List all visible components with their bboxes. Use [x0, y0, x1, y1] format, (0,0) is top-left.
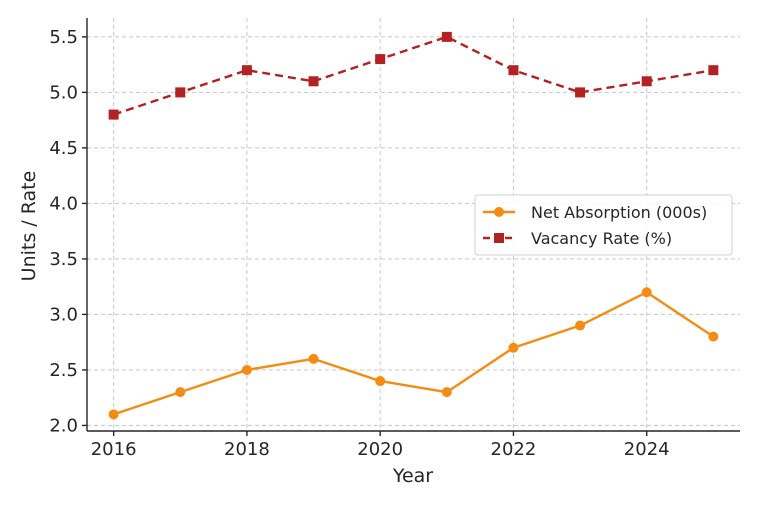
data-point: [708, 331, 719, 342]
legend: Net Absorption (000s) Vacancy Rate (%): [474, 194, 733, 256]
data-point: [241, 65, 252, 76]
axes: [86, 18, 740, 432]
data-point: [308, 76, 319, 87]
y-tick-label: 5.0: [49, 82, 78, 103]
data-point: [375, 54, 386, 65]
legend-item: Vacancy Rate (%): [483, 229, 672, 248]
x-tick-label: 2018: [224, 439, 270, 460]
data-point: [508, 65, 519, 76]
data-point: [175, 387, 186, 398]
tick-labels: 2016 2018 2020 2022 2024 2.0 2.5 3.0 3.5 4.0 4.5 5.…: [49, 27, 669, 460]
series-line: [113, 35, 714, 116]
y-tick-label: 4.0: [49, 193, 78, 214]
series-vacancy-rate: [108, 31, 719, 120]
legend-marker: [494, 233, 504, 243]
y-tick-label: 2.5: [49, 360, 78, 381]
legend-label: Net Absorption (000s): [531, 203, 707, 222]
data-point: [108, 409, 119, 420]
x-tick-label: 2016: [91, 439, 137, 460]
series: [108, 31, 719, 420]
y-tick-label: 5.5: [49, 27, 78, 48]
data-point: [175, 87, 186, 98]
data-point: [241, 364, 252, 375]
legend-box: [474, 194, 733, 256]
y-tick-label: 3.0: [49, 304, 78, 325]
data-point: [508, 342, 519, 353]
x-tick-label: 2020: [357, 439, 403, 460]
data-point: [641, 287, 652, 298]
data-point: [308, 353, 319, 364]
data-point: [375, 376, 386, 387]
data-point: [441, 387, 452, 398]
y-axis-title: Units / Rate: [18, 171, 40, 282]
series-net-absorption: [108, 287, 719, 420]
y-tick-label: 3.5: [49, 249, 78, 270]
data-point: [641, 76, 652, 87]
legend-marker: [494, 207, 504, 217]
y-tick-label: 4.5: [49, 138, 78, 159]
legend-item: Net Absorption (000s): [483, 203, 707, 222]
series-line: [113, 291, 715, 416]
data-point: [108, 109, 119, 120]
x-axis-title: Year: [392, 465, 433, 487]
y-tick-label: 2.0: [49, 415, 78, 436]
data-point: [575, 87, 586, 98]
data-point: [575, 320, 586, 331]
x-tick-label: 2024: [624, 439, 670, 460]
data-point: [441, 31, 452, 42]
data-point: [708, 65, 719, 76]
legend-label: Vacancy Rate (%): [531, 229, 672, 248]
x-tick-label: 2022: [491, 439, 537, 460]
